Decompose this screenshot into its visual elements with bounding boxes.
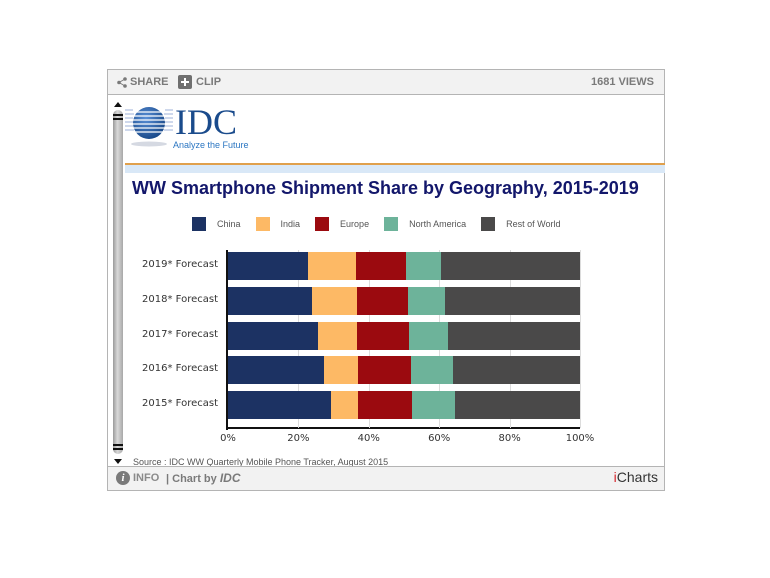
legend-swatch: [255, 217, 270, 231]
legend-item-europe[interactable]: Europe: [315, 217, 369, 231]
grip-line: [113, 114, 123, 116]
legend-label: India: [280, 219, 301, 229]
y-axis-label: 2016* Forecast: [142, 363, 218, 375]
gridline: [580, 250, 581, 428]
legend-swatch: [481, 217, 496, 231]
bar-segment[interactable]: [406, 252, 441, 280]
chart-legend: China India Europe North America Rest of…: [192, 216, 575, 232]
chart-credit-name: IDC: [219, 471, 241, 485]
bar-segment[interactable]: [453, 356, 580, 385]
stacked-bar[interactable]: [228, 252, 580, 280]
header-band: [125, 165, 665, 173]
stacked-bar[interactable]: [228, 286, 580, 315]
legend-label: North America: [409, 219, 467, 229]
info-icon[interactable]: i: [116, 471, 130, 485]
legend-item-north-america[interactable]: North America: [384, 217, 466, 231]
bar-segment[interactable]: [324, 356, 359, 385]
bar-segment[interactable]: [317, 321, 357, 350]
bar-segment[interactable]: [228, 252, 309, 280]
chart-credit-prefix: | Chart by: [166, 473, 220, 485]
logo-wordmark: IDC: [175, 102, 237, 142]
share-button[interactable]: SHARE: [117, 70, 169, 94]
legend-swatch: [315, 217, 330, 231]
x-axis-tick-label: 100%: [565, 433, 595, 444]
bar-segment[interactable]: [440, 252, 580, 280]
x-axis-tick-label: 0%: [220, 433, 236, 444]
x-axis-tick-label: 20%: [287, 433, 310, 444]
brand-rest: Charts: [616, 469, 658, 485]
bar-segment[interactable]: [312, 286, 357, 315]
brand-i: i: [613, 469, 617, 485]
grip-line: [113, 448, 123, 450]
bar-segment[interactable]: [228, 391, 332, 420]
bar-segment[interactable]: [407, 286, 445, 315]
chart-credit: | Chart by IDC: [166, 471, 240, 485]
clip-button[interactable]: CLIP: [178, 70, 221, 94]
stacked-bar[interactable]: [228, 391, 580, 420]
legend-item-india[interactable]: India: [255, 217, 301, 231]
bar-segment[interactable]: [411, 391, 456, 420]
bar-segment[interactable]: [356, 286, 408, 315]
legend-label: Europe: [340, 219, 370, 229]
bar-segment[interactable]: [356, 252, 407, 280]
legend-label: China: [217, 219, 241, 229]
globe-logo-icon: [125, 107, 173, 147]
info-button[interactable]: INFO: [133, 472, 160, 484]
legend-item-china[interactable]: China: [192, 217, 241, 231]
y-axis: [226, 250, 228, 430]
bar-segment[interactable]: [358, 391, 412, 420]
bar-segment[interactable]: [331, 391, 359, 420]
legend-swatch: [384, 217, 399, 231]
share-icon: [117, 76, 127, 88]
stacked-bar[interactable]: [228, 356, 580, 385]
scroll-up-arrow-icon[interactable]: [114, 102, 122, 107]
y-axis-label: 2017* Forecast: [142, 328, 218, 340]
bar-segment[interactable]: [358, 356, 412, 385]
chart-title: WW Smartphone Shipment Share by Geograph…: [132, 178, 639, 198]
bar-segment[interactable]: [356, 321, 410, 350]
legend-item-rest-of-world[interactable]: Rest of World: [481, 217, 560, 231]
logo-tagline: Analyze the Future: [173, 140, 249, 150]
share-label: SHARE: [130, 76, 169, 88]
scrollbar-thumb[interactable]: [113, 110, 123, 454]
bar-segment[interactable]: [448, 321, 580, 350]
widget-toolbar: SHARE CLIP 1681 VIEWS: [108, 70, 664, 95]
plot-area: 2019* Forecast 2018* Forecast 2017* Foreca…: [142, 250, 594, 444]
chart-widget: SHARE CLIP 1681 VIEWS: [107, 69, 665, 491]
source-note: Source : IDC WW Quarterly Mobile Phone T…: [133, 457, 389, 467]
y-axis-label: 2015* Forecast: [142, 398, 218, 410]
bar-segment[interactable]: [409, 321, 449, 350]
plus-icon: [178, 75, 192, 89]
bar-segment[interactable]: [455, 391, 580, 420]
scroll-down-arrow-icon[interactable]: [114, 459, 122, 464]
bar-segment[interactable]: [228, 356, 325, 385]
bar-segment[interactable]: [411, 356, 454, 385]
y-axis-label: 2019* Forecast: [142, 259, 218, 270]
bar-segment[interactable]: [308, 252, 357, 280]
legend-label: Rest of World: [506, 219, 561, 229]
idc-logo: IDC Analyze the Future: [125, 102, 255, 151]
bar-segment[interactable]: [228, 321, 318, 350]
x-axis-tick-label: 60%: [428, 433, 451, 444]
grip-line: [113, 444, 123, 446]
bar-segment[interactable]: [228, 286, 313, 315]
vertical-scrollbar[interactable]: [111, 102, 125, 464]
legend-swatch: [192, 217, 206, 231]
x-axis-tick-label: 80%: [498, 433, 521, 444]
bar-segment[interactable]: [444, 286, 580, 315]
stacked-bar[interactable]: [228, 321, 580, 350]
y-axis-label: 2018* Forecast: [142, 293, 218, 305]
grip-line: [113, 118, 123, 120]
clip-label: CLIP: [196, 76, 222, 88]
view-count: 1681 VIEWS: [591, 76, 654, 88]
header-divider: [125, 163, 665, 165]
widget-footer: i INFO | Chart by IDC iCharts: [108, 466, 664, 490]
x-axis: [226, 427, 580, 429]
icharts-brand-link[interactable]: iCharts: [614, 469, 658, 485]
x-axis-tick-label: 40%: [357, 433, 380, 444]
